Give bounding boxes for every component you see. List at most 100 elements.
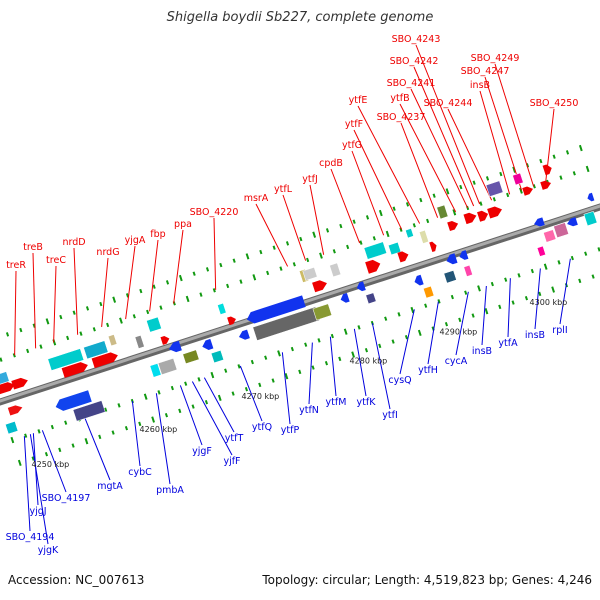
reverse-gene-label: ytfH xyxy=(418,365,438,376)
scale-tick xyxy=(290,346,294,352)
reverse-gene-label: SBO_4194 xyxy=(6,532,55,543)
forward-gene-arrow xyxy=(91,352,118,369)
forward-gene-label: SBO_4241 xyxy=(387,78,436,89)
reverse-leader-line xyxy=(399,309,415,375)
scale-tick xyxy=(543,263,548,270)
scale-tick xyxy=(346,244,350,250)
scale-tick xyxy=(119,317,123,324)
forward-gene-label: ytfG xyxy=(342,140,362,151)
scale-tick xyxy=(178,274,183,282)
forward-gene-arrow xyxy=(487,206,503,219)
forward-leader-line xyxy=(413,66,475,207)
reverse-leader-line xyxy=(281,352,291,425)
scale-tick xyxy=(524,295,529,301)
gene-block xyxy=(149,363,162,378)
forward-gene-label: SBO_4242 xyxy=(390,56,439,67)
forward-gene-arrow xyxy=(447,220,459,232)
scale-tick xyxy=(459,184,463,190)
scale-tick xyxy=(484,308,489,315)
scale-tick xyxy=(59,314,63,320)
scale-label: 4280 kbp xyxy=(350,357,388,366)
scale-tick xyxy=(504,277,508,282)
reverse-gene-label: ytfQ xyxy=(252,422,272,433)
gene-block xyxy=(312,303,333,321)
scale-tick xyxy=(71,443,75,448)
scale-tick xyxy=(357,325,361,330)
scale-tick xyxy=(92,327,96,332)
scale-tick xyxy=(0,357,3,362)
gene-block xyxy=(134,334,145,349)
scale-tick xyxy=(445,188,450,195)
scale-tick xyxy=(85,306,90,311)
scale-tick xyxy=(304,342,308,347)
scale-tick xyxy=(417,329,422,337)
scale-tick xyxy=(399,227,403,232)
scale-label: 4270 kbp xyxy=(242,392,280,401)
forward-gene-arrow xyxy=(61,362,88,378)
scale-tick xyxy=(112,296,117,303)
reverse-leader-line xyxy=(455,291,469,356)
forward-leader-line xyxy=(309,184,325,255)
scale-tick xyxy=(52,339,57,346)
scale-tick xyxy=(479,201,483,206)
forward-gene-label: yjgA xyxy=(125,235,146,246)
reverse-gene-label: cybC xyxy=(128,467,152,478)
scale-tick xyxy=(164,412,169,418)
scale-tick xyxy=(426,218,430,224)
forward-gene-arrow xyxy=(7,405,23,416)
reverse-leader-line xyxy=(308,342,313,405)
reverse-gene-label: ytfK xyxy=(357,397,377,408)
forward-gene-label: SBO_4249 xyxy=(471,53,520,64)
forward-gene-label: fbp xyxy=(150,229,165,240)
scale-tick xyxy=(364,347,369,353)
reverse-gene-label: ytfA xyxy=(498,338,518,349)
scale-tick xyxy=(205,267,210,272)
forward-gene-label: treR xyxy=(6,260,26,271)
scale-tick xyxy=(464,290,468,295)
scale-tick xyxy=(197,377,201,382)
scale-tick xyxy=(99,301,103,307)
reverse-leader-line xyxy=(534,268,541,330)
reverse-gene-label: ytfI xyxy=(382,410,398,421)
forward-gene-label: SBO_4247 xyxy=(461,66,510,77)
scale-tick xyxy=(244,386,249,392)
forward-gene-label: ytfJ xyxy=(302,174,318,185)
scale-tick xyxy=(231,391,235,396)
scale-tick xyxy=(58,447,62,453)
scale-tick xyxy=(511,300,515,305)
scale-tick xyxy=(138,421,142,427)
reverse-gene-label: cycA xyxy=(445,356,468,367)
gene-block xyxy=(422,285,435,299)
gene-block xyxy=(107,334,118,347)
forward-gene-label: cpdB xyxy=(319,158,343,169)
scale-tick xyxy=(570,255,574,261)
forward-gene-label: SBO_4237 xyxy=(377,112,426,123)
gene-block xyxy=(512,172,524,186)
scale-tick xyxy=(530,268,534,274)
scale-tick xyxy=(384,316,388,321)
reverse-gene-arrow xyxy=(587,192,595,202)
forward-gene-arrow xyxy=(429,241,437,253)
scale-tick xyxy=(539,158,543,164)
page-title: Shigella boydii Sb227, complete genome xyxy=(166,10,434,25)
reverse-leader-line xyxy=(329,336,337,397)
scale-tick xyxy=(299,236,303,242)
forward-gene-label: nrdD xyxy=(62,237,85,248)
gene-block xyxy=(182,349,200,365)
scale-tick xyxy=(12,353,16,358)
reverse-gene-label: insB xyxy=(472,346,492,357)
reverse-gene-label: ytfT xyxy=(225,433,244,444)
gene-block xyxy=(387,241,402,256)
gene-block xyxy=(443,270,457,284)
scale-tick xyxy=(338,356,342,362)
scale-tick xyxy=(458,317,462,323)
scale-tick xyxy=(64,420,68,425)
scale-tick xyxy=(72,310,76,315)
scale-tick xyxy=(385,230,390,238)
scale-tick xyxy=(351,351,355,358)
scale-tick xyxy=(485,176,490,181)
reverse-leader-line xyxy=(203,377,235,433)
scale-tick xyxy=(104,407,108,412)
